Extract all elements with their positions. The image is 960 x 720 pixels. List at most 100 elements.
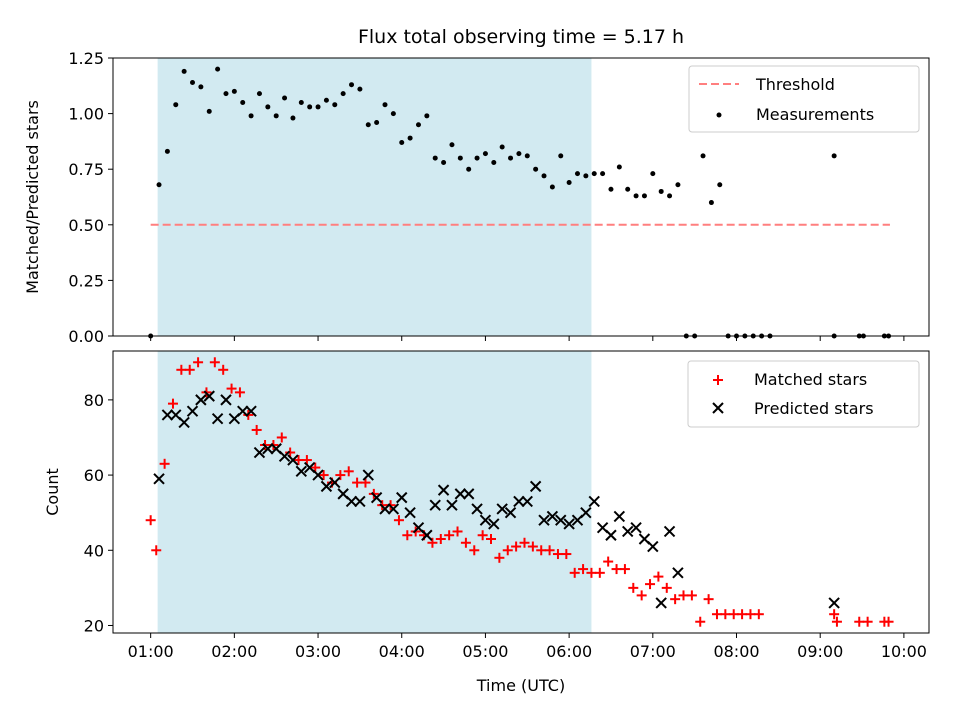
y-tick-label: 40	[84, 541, 104, 560]
measurement-point	[332, 102, 338, 108]
matched-star-point	[511, 541, 522, 552]
measurement-point	[340, 91, 346, 97]
predicted-star-point	[429, 499, 441, 511]
y-tick-label: 0.75	[68, 160, 104, 179]
measurement-point	[164, 148, 170, 154]
matched-star-point	[193, 357, 204, 368]
matched-star-point	[586, 567, 597, 578]
y-tick-label: 60	[84, 466, 104, 485]
measurement-point	[491, 160, 497, 166]
predicted-star-point	[278, 450, 291, 462]
predicted-star-point	[588, 495, 600, 508]
x-tick-label: 06:00	[546, 642, 592, 661]
measurement-point	[399, 140, 405, 146]
matched-star-point	[519, 537, 530, 548]
matched-star-point	[661, 582, 672, 593]
y-tick-label: 80	[84, 391, 104, 410]
measurement-point	[206, 108, 212, 114]
predicted-star-point	[580, 506, 592, 519]
measurement-point	[650, 171, 656, 177]
predicted-star-point	[446, 499, 458, 511]
predicted-star-point	[663, 525, 676, 538]
predicted-star-point	[496, 503, 508, 515]
measurement-point	[198, 84, 204, 90]
matched-star-point	[151, 545, 162, 556]
matched-star-point	[594, 567, 605, 578]
x-tick-label: 03:00	[295, 642, 341, 661]
predicted-star-point	[563, 518, 575, 530]
predicted-star-point	[622, 525, 634, 538]
matched-star-point	[628, 582, 639, 593]
measurement-point	[190, 79, 196, 85]
x-tick-label: 02:00	[211, 642, 257, 661]
predicted-star-point	[161, 409, 174, 421]
measurement-point	[566, 180, 572, 186]
measurement-point	[323, 97, 329, 103]
predicted-star-point	[220, 394, 232, 406]
predicted-star-point	[211, 412, 224, 425]
predicted-star-point	[203, 390, 215, 402]
x-axis-label: Time (UTC)	[476, 676, 565, 695]
measurement-point	[240, 99, 246, 105]
measurement-point	[831, 153, 837, 159]
matched-star-point	[728, 609, 739, 620]
predicted-star-point	[396, 491, 408, 504]
observing-interval-shade	[157, 58, 592, 336]
predicted-star-point	[555, 514, 567, 526]
measurement-point	[349, 82, 355, 88]
x-tick-label: 08:00	[713, 642, 759, 661]
measurement-points	[148, 66, 892, 339]
measurement-point	[298, 99, 304, 105]
matched-star-point	[469, 545, 480, 556]
measurement-point	[282, 95, 288, 101]
matched-star-point	[494, 552, 505, 563]
x-tick-label: 09:00	[797, 642, 843, 661]
measurement-point	[441, 160, 447, 166]
matched-star-point	[552, 549, 563, 560]
predicted-star-point	[462, 488, 475, 500]
measurement-point	[357, 86, 363, 92]
matched-star-point	[686, 590, 697, 601]
y-tick-label: 20	[84, 616, 104, 635]
predicted-star-point	[354, 495, 366, 508]
matched-star-point	[619, 564, 630, 575]
measurement-point	[231, 88, 237, 94]
top-x-ticks	[150, 336, 905, 341]
matched-star-point	[536, 545, 547, 556]
bottom-y-axis-label: Count	[43, 468, 62, 516]
bottom-axes-frame	[112, 350, 930, 634]
matched-star-point	[435, 534, 446, 544]
top-y-ticks: 0.00 0.25 0.50 0.75 1.00 1.25	[68, 49, 113, 346]
measurement-point	[215, 66, 221, 72]
predicted-star-point	[546, 510, 559, 523]
predicted-star-point	[672, 567, 684, 579]
measurement-point	[382, 102, 388, 108]
predicted-star-point	[253, 446, 266, 459]
predicted-star-point	[488, 518, 500, 530]
bottom-x-ticks: 01:00 02:00 03:00 04:00 05:00 06:00 07:00 08:00…	[128, 633, 927, 661]
top-legend: Threshold Measurements	[688, 65, 920, 133]
matched-star-point	[276, 432, 287, 443]
measurement-point	[549, 184, 555, 190]
legend-matched-label: Matched stars	[754, 370, 867, 389]
matched-star-point	[402, 530, 413, 541]
predicted-star-point	[647, 540, 659, 553]
measurement-point	[641, 193, 647, 199]
matched-star-point	[695, 616, 706, 627]
legend-predicted-label: Predicted stars	[754, 399, 874, 418]
measurement-point	[307, 104, 313, 110]
predicted-star-point	[262, 443, 274, 455]
x-tick-label: 10:00	[881, 642, 927, 661]
measurement-point	[390, 111, 396, 117]
measurement-point	[256, 91, 262, 97]
measurement-point	[583, 173, 589, 179]
matched-star-point	[862, 616, 873, 627]
matched-star-point	[393, 515, 404, 526]
matched-star-point	[159, 458, 170, 469]
predicted-star-point	[421, 529, 433, 541]
matched-star-point	[578, 564, 589, 575]
predicted-star-point	[320, 480, 333, 493]
matched-star-point	[611, 564, 622, 575]
measurement-point	[717, 182, 723, 188]
matched-star-point	[226, 383, 237, 394]
